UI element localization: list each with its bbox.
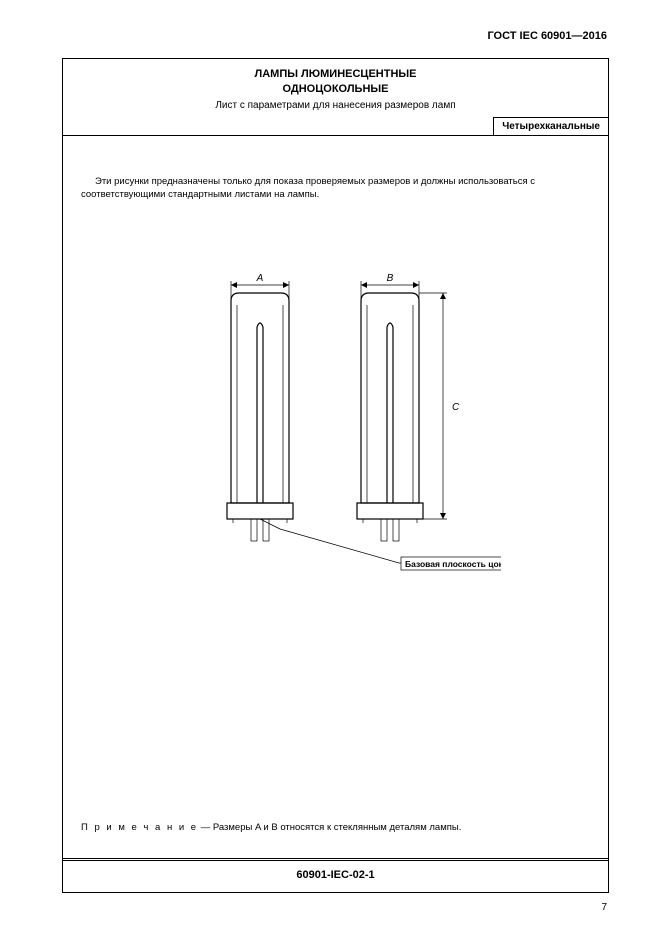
content-frame: ЛАМПЫ ЛЮМИНЕСЦЕНТНЫЕ ОДНОЦОКОЛЬНЫЕ Лист … bbox=[62, 58, 609, 893]
svg-text:Базовая плоскость цоколя: Базовая плоскость цоколя bbox=[405, 559, 501, 569]
header-block: ЛАМПЫ ЛЮМИНЕСЦЕНТНЫЕ ОДНОЦОКОЛЬНЫЕ Лист … bbox=[63, 59, 608, 136]
title-line-1: ЛАМПЫ ЛЮМИНЕСЦЕНТНЫЕ bbox=[69, 67, 602, 82]
title-line-2: ОДНОЦОКОЛЬНЫЕ bbox=[69, 82, 602, 97]
svg-text:B: B bbox=[386, 273, 393, 284]
svg-text:A: A bbox=[255, 273, 263, 284]
note-text: — Размеры A и B относятся к стеклянным д… bbox=[198, 822, 461, 833]
subtitle: Лист с параметрами для нанесения размеро… bbox=[69, 99, 602, 113]
lamp-diagram-svg: A B C Базовая плоскость цоколя bbox=[171, 269, 501, 589]
header-tag: Четырехканальные bbox=[493, 117, 608, 135]
intro-paragraph: Эти рисунки предназначены только для пок… bbox=[81, 176, 590, 202]
diagram: A B C Базовая плоскость цоколя bbox=[81, 269, 590, 589]
document-id: ГОСТ IEC 60901—2016 bbox=[487, 30, 607, 42]
page: ГОСТ IEC 60901—2016 ЛАМПЫ ЛЮМИНЕСЦЕНТНЫЕ… bbox=[0, 0, 661, 935]
body-area: Эти рисунки предназначены только для пок… bbox=[63, 136, 608, 859]
footer-code: 60901-IEC-02-1 bbox=[63, 860, 608, 892]
page-number: 7 bbox=[601, 902, 607, 913]
note-label: П р и м е ч а н и е bbox=[81, 822, 198, 833]
svg-text:C: C bbox=[452, 402, 460, 413]
note: П р и м е ч а н и е — Размеры A и B отно… bbox=[81, 822, 590, 835]
note-rule bbox=[63, 858, 608, 859]
